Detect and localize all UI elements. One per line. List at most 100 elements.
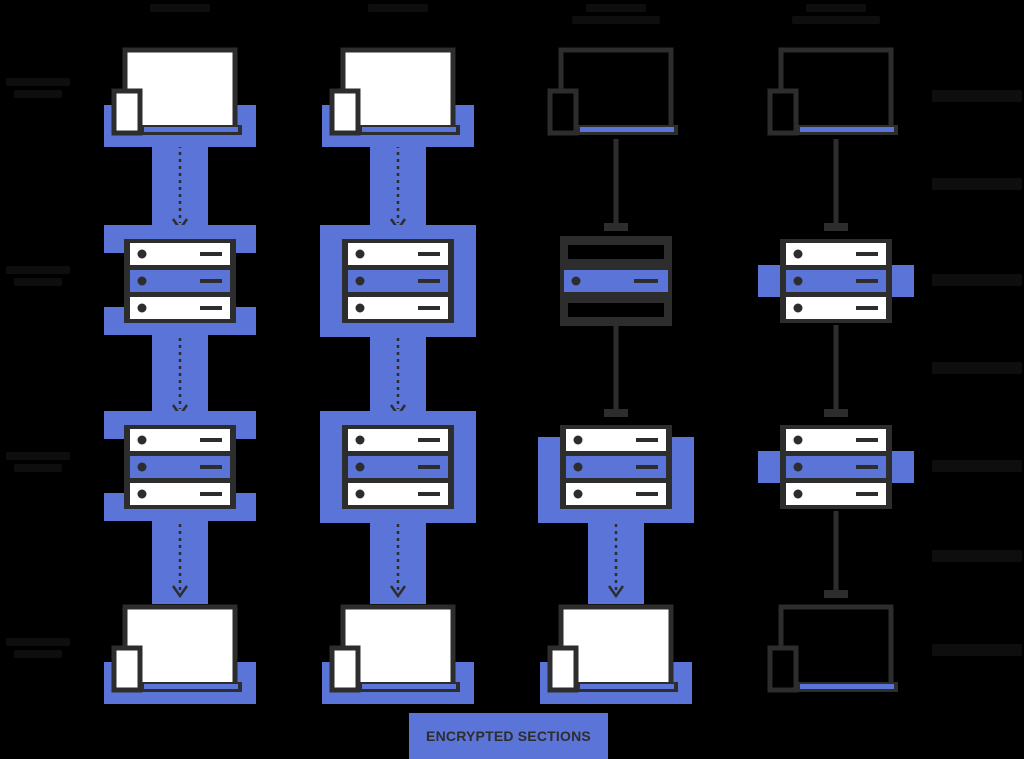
phone-device [329,645,361,693]
column-header-bar [806,4,866,12]
left-label-bar [6,638,70,646]
server-slot [418,279,440,283]
server-slot [200,438,222,442]
server-slot [200,252,222,256]
server-slot [636,438,658,442]
server-slot [634,279,658,283]
server-unit [786,429,886,451]
server-slot [856,279,878,283]
phone-device [329,88,361,136]
phone-device [111,645,143,693]
phone-device [547,645,579,693]
server-unit [348,456,448,478]
laptop-base-stripe [580,684,674,689]
laptop-base-stripe [144,684,238,689]
server-led [137,249,147,259]
server-slot [856,438,878,442]
server-unit [566,483,666,505]
server-unit [130,243,230,265]
server-led [793,303,803,313]
server-led [355,435,365,445]
server-slot [856,465,878,469]
server-slot [418,306,440,310]
laptop-base-stripe [362,127,456,132]
server-unit-dark [568,303,664,317]
server-unit [130,270,230,292]
server-unit [130,456,230,478]
server-led [793,249,803,259]
arrow-head [171,585,189,599]
server-unit [786,297,886,319]
server-slot [200,465,222,469]
laptop-screen [340,604,456,688]
column-col3 [538,47,694,704]
column-col1 [104,47,256,704]
column-col2 [320,47,476,704]
server-unit [348,297,448,319]
server-slot [200,279,222,283]
laptop-base-stripe [800,127,894,132]
server-led [793,435,803,445]
server-slot [418,438,440,442]
right-label-bar [932,644,1022,656]
phone-device [767,645,799,693]
server-led [355,249,365,259]
server-led [137,462,147,472]
server-led [137,435,147,445]
server-unit [786,483,886,505]
laptop-base-stripe [580,127,674,132]
column-col4 [758,47,914,693]
server-unit [348,483,448,505]
server-led [573,462,583,472]
server-unit [130,429,230,451]
server-led [573,489,583,499]
server-unit [566,456,666,478]
column-header-bar [792,16,880,24]
link-cap [824,590,848,598]
server-slot [856,252,878,256]
right-label-bar [932,274,1022,286]
laptop-screen [340,47,456,131]
column-header-bar [150,4,210,12]
server-led [355,303,365,313]
server-led [793,276,803,286]
server-unit-dark [568,245,664,259]
server-slot [200,306,222,310]
server-unit [566,429,666,451]
left-label-bar [6,266,70,274]
server-slot [636,492,658,496]
phone-device [767,88,799,136]
server-slot [200,492,222,496]
right-label-bar [932,90,1022,102]
server-led [573,435,583,445]
legend-encrypted-sections: ENCRYPTED SECTIONS [409,713,608,759]
left-label-bar [14,278,62,286]
left-label-bar [6,78,70,86]
left-label-bar [6,452,70,460]
server-slot [856,306,878,310]
server-slot [636,465,658,469]
right-label-bar [932,460,1022,472]
server-led [793,489,803,499]
link-cap [604,409,628,417]
server-unit [786,456,886,478]
arrow-head [607,585,625,599]
server-led [571,276,581,286]
right-label-bar [932,362,1022,374]
server-slot [856,492,878,496]
phone-device [547,88,579,136]
server-led [137,276,147,286]
link-cap [824,409,848,417]
laptop-base-stripe [144,127,238,132]
laptop-screen [122,604,238,688]
left-label-bar [14,90,62,98]
phone-device [111,88,143,136]
server-unit [564,270,668,292]
left-label-bar [14,464,62,472]
link-cap [824,223,848,231]
server-slot [418,465,440,469]
arrow-head [389,585,407,599]
server-led [355,276,365,286]
server-led [355,462,365,472]
